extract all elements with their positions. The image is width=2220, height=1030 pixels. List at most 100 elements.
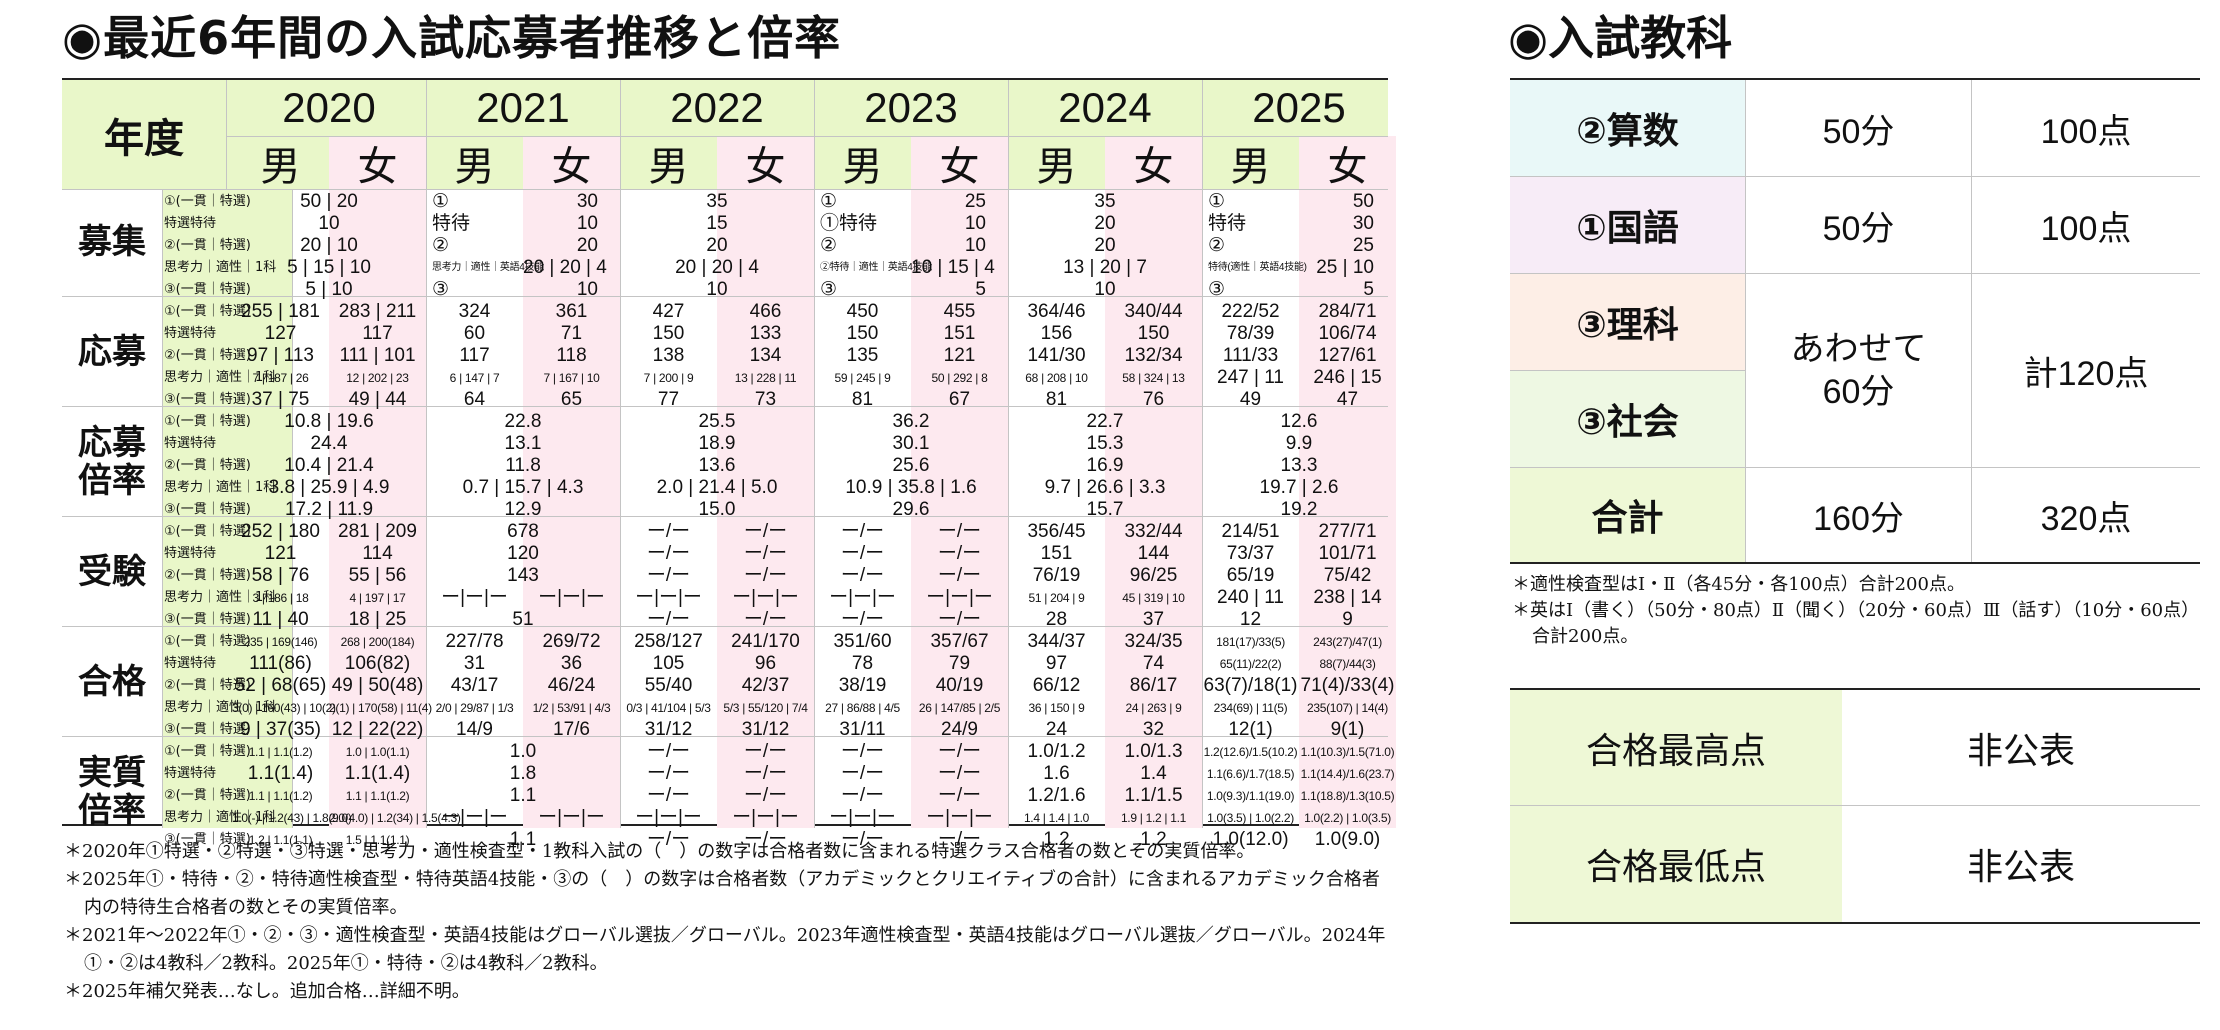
cell-female: 361 (555, 301, 588, 322)
cell-male: 76/19 (1032, 565, 1081, 586)
cell-female: 106(82) (344, 653, 411, 674)
cell-male: ー/ー (646, 763, 691, 784)
cell-male: 12 (1239, 609, 1262, 630)
section-label: 応募 倍率 (78, 422, 146, 501)
cell-male: ー/ー (840, 763, 885, 784)
cell-female: 9 (1342, 609, 1353, 630)
total-name: 合計 (1510, 468, 1746, 562)
cell-female: 1.0(2.2) | 1.0(3.5) (1304, 811, 1391, 825)
cell-male: 1.0(9.3)/1.1(19.0) (1206, 789, 1295, 803)
cell-label: ③ (820, 279, 838, 300)
cell-female: 134 (749, 345, 782, 366)
cell-female: 18 | 25 (348, 609, 407, 630)
cell-female: 49 | 44 (348, 389, 407, 410)
male-header: 男 (648, 143, 689, 190)
cell-female: ー/ー (937, 543, 982, 564)
cell-male: ー|ー|ー (441, 587, 508, 608)
cell-male: 1.2/1.6 (1027, 785, 1086, 806)
cell-value: 5 | 15 | 10 (287, 257, 371, 278)
female-header: 女 (939, 143, 980, 190)
cell-male: ー|ー|ー (635, 807, 702, 828)
cell-male: ー/ー (840, 609, 885, 630)
cell-male: 151 (1040, 543, 1073, 564)
cell-male: 247 | 11 (1217, 367, 1284, 388)
female-column-bg (911, 136, 1008, 828)
cell-value: 10 | 15 | 4 (911, 257, 995, 278)
female-column-bg (717, 136, 814, 828)
cell-female: 31/12 (741, 719, 790, 740)
cell-label: ① (1208, 191, 1226, 212)
cell-value: 12.9 (504, 499, 542, 520)
cell-value: 1.1 (509, 829, 537, 850)
year-2025: 2025 (1252, 84, 1346, 131)
cell-male: ー/ー (646, 521, 691, 542)
cell-value: 5 (1363, 279, 1374, 300)
cell-male: 235 | 169(146) (243, 635, 318, 649)
cell-female: ー/ー (743, 785, 788, 806)
cell-female: ー/ー (937, 763, 982, 784)
cell-value: 10 (964, 213, 986, 234)
cell-male: 64 (463, 389, 486, 410)
cell-female: 71 (560, 323, 583, 344)
cell-label: 特待 (1208, 213, 1247, 234)
cell-male: 1.0(12.0) (1212, 829, 1289, 850)
cell-label: 特待 (432, 213, 471, 234)
cell-male: ー/ー (840, 785, 885, 806)
cell-male: 60 (463, 323, 486, 344)
cell-male: 1.2 (1043, 829, 1070, 850)
cell-male: 351/60 (833, 631, 892, 652)
cell-female: 284/71 (1318, 301, 1377, 322)
cell-value: 30 (1352, 213, 1374, 234)
cell-male: 12(1) (1228, 719, 1273, 740)
cell-male: 324 (458, 301, 491, 322)
subrow-label: ②(一貫｜特選) (164, 678, 251, 693)
cell-female: 4 | 197 | 17 (349, 591, 406, 605)
cell-male: 27 | 86/88 | 4/5 (825, 701, 900, 715)
cell-female: 283 | 211 (338, 301, 417, 322)
cell-female: 5/3 | 55/120 | 7/4 (723, 701, 808, 715)
cell-female: 133 (749, 323, 782, 344)
grid-line (62, 406, 1388, 407)
cell-value: 10 (576, 279, 598, 300)
cell-value: 12.6 (1280, 411, 1318, 432)
cell-label: ① (432, 191, 450, 212)
cell-value: 22.8 (504, 411, 542, 432)
cell-male: ー/ー (840, 565, 885, 586)
subrow-label: 思考力｜適性｜1科 (164, 810, 277, 825)
cell-male: 181(17)/33(5) (1216, 635, 1285, 649)
cell-label: ② (1208, 235, 1226, 256)
cell-female: 17/6 (553, 719, 590, 740)
cell-female: 42/37 (741, 675, 790, 696)
cell-female: 151 (943, 323, 976, 344)
cell-female: 65 (560, 389, 583, 410)
year-2024: 2024 (1058, 84, 1152, 131)
cell-male: 43/17 (450, 675, 499, 696)
cell-female: 132/34 (1124, 345, 1183, 366)
female-header: 女 (745, 143, 786, 190)
cell-female: 36 (560, 653, 583, 674)
cell-label: ② (432, 235, 450, 256)
cell-female: 12 | 22(22) (331, 719, 424, 740)
cell-value: 20 (1094, 235, 1116, 256)
cell-female: ー/ー (937, 521, 982, 542)
cell-value: 35 (706, 191, 728, 212)
pass-score-value: 非公表 (1842, 690, 2200, 806)
cell-female: 114 (362, 543, 393, 564)
cell-male: ー/ー (646, 609, 691, 630)
cell-male: ー|ー|ー (829, 587, 896, 608)
cell-male: 28 (1045, 609, 1068, 630)
cell-value: 20 (706, 235, 728, 256)
cell-value: 20 (576, 235, 598, 256)
cell-male: 81 (1045, 389, 1068, 410)
pass-score-value: 非公表 (1966, 847, 2075, 888)
cell-male: ー/ー (646, 785, 691, 806)
subrow-label: 特選特待 (164, 656, 217, 671)
cell-male: 3 | 186 | 18 (252, 591, 309, 605)
pass-score-table: 合格最高点 非公表 合格最低点 非公表 (1510, 688, 2200, 924)
cell-female: 238 | 14 (1313, 587, 1382, 608)
cell-female: ー/ー (937, 741, 982, 762)
cell-male: 81 (851, 389, 874, 410)
cell-male: 150 (846, 323, 879, 344)
cell-male: 68 | 208 | 10 (1025, 371, 1088, 385)
grid-line (62, 296, 1388, 297)
